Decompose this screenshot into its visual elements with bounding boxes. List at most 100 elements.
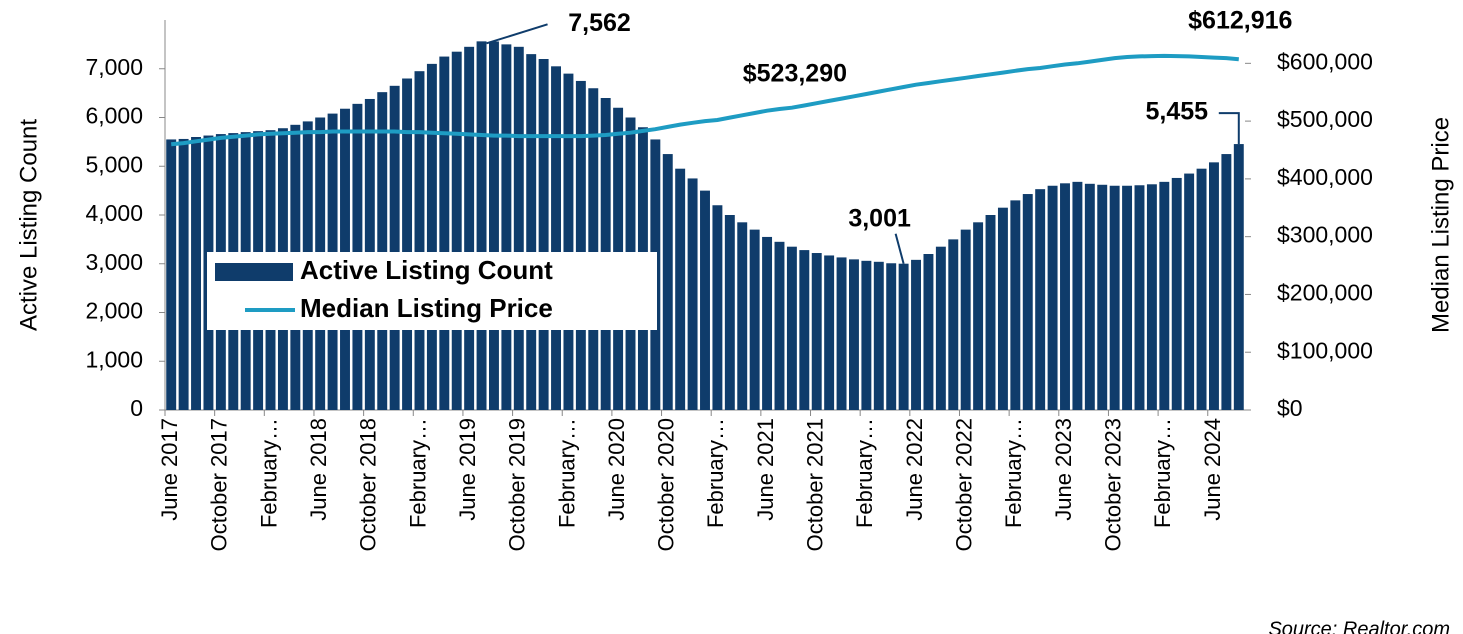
- bar: [1196, 168, 1207, 410]
- bar: [886, 263, 897, 410]
- bar: [749, 229, 760, 410]
- y2-tick-label: $300,000: [1277, 222, 1373, 248]
- legend-label: Active Listing Count: [300, 255, 553, 285]
- x-tick-label: June 2019: [455, 418, 480, 521]
- bar: [501, 44, 512, 410]
- label-leader: [894, 233, 905, 264]
- bar: [166, 139, 177, 410]
- bar: [191, 137, 201, 410]
- bar: [712, 205, 723, 410]
- y2-tick-label: $0: [1277, 395, 1303, 421]
- data-label: 5,455: [1146, 98, 1209, 126]
- bar: [923, 254, 934, 410]
- bar: [377, 92, 388, 411]
- y2-tick-label: $100,000: [1277, 337, 1373, 363]
- bar: [575, 80, 586, 410]
- label-leader: [486, 23, 548, 45]
- bar: [489, 41, 499, 410]
- bar: [1084, 183, 1095, 410]
- y-tick-label: 2,000: [85, 298, 143, 324]
- bar: [1233, 144, 1244, 410]
- y2-tick-label: $400,000: [1277, 164, 1373, 190]
- bar: [389, 85, 400, 410]
- bar: [948, 239, 959, 410]
- bar: [414, 71, 425, 410]
- x-tick-label: February…: [554, 418, 579, 528]
- bar: [737, 222, 748, 410]
- bar: [1159, 181, 1170, 410]
- x-tick-label: October 2023: [1100, 418, 1125, 551]
- y2-tick-label: $200,000: [1277, 280, 1373, 306]
- x-tick-label: June 2018: [306, 418, 331, 521]
- label-leader: [1218, 112, 1240, 145]
- bar: [724, 215, 735, 410]
- y2-axis-title: Median Listing Price: [1427, 117, 1454, 333]
- bar: [861, 260, 872, 410]
- bar: [985, 215, 996, 410]
- y2-tick-label: $500,000: [1277, 106, 1373, 132]
- x-tick-label: June 2022: [902, 418, 927, 521]
- bar: [538, 59, 549, 410]
- bar: [824, 255, 835, 410]
- data-label: $612,916: [1188, 6, 1292, 34]
- bar: [1109, 185, 1120, 410]
- bar: [762, 236, 773, 410]
- bar: [1146, 184, 1157, 410]
- bar: [774, 241, 785, 410]
- bar: [1047, 185, 1058, 410]
- x-tick-label: February…: [256, 418, 281, 528]
- bar: [911, 259, 921, 410]
- bar: [849, 259, 859, 410]
- x-tick-label: February…: [405, 418, 430, 528]
- bar: [1134, 185, 1145, 410]
- x-tick-label: October 2021: [803, 418, 828, 551]
- y-tick-label: 4,000: [85, 200, 143, 226]
- bar: [898, 263, 909, 410]
- bar: [687, 178, 698, 410]
- y2-tick-label: $600,000: [1277, 48, 1373, 74]
- bar: [451, 51, 462, 410]
- bar: [588, 88, 599, 410]
- bar: [662, 154, 673, 410]
- bar: [811, 253, 822, 410]
- y-axis-title: Active Listing Count: [15, 119, 42, 331]
- bar: [786, 246, 797, 410]
- bar: [799, 250, 810, 410]
- data-label: 7,562: [568, 9, 631, 37]
- bar: [1221, 154, 1232, 410]
- x-tick-label: February…: [1001, 418, 1026, 528]
- bar: [836, 257, 847, 410]
- y-tick-label: 6,000: [85, 103, 143, 129]
- bar: [1184, 173, 1195, 410]
- source-note: Source: Realtor.com: [1268, 618, 1450, 634]
- x-tick-label: February…: [1150, 418, 1175, 528]
- bar: [1010, 200, 1021, 410]
- bar: [997, 207, 1008, 410]
- x-tick-label: June 2021: [753, 418, 778, 521]
- bar: [526, 54, 537, 410]
- bar: [551, 66, 561, 410]
- y-tick-label: 5,000: [85, 151, 143, 177]
- x-tick-label: October 2017: [207, 418, 232, 551]
- bar: [1072, 181, 1083, 410]
- x-tick-label: February…: [852, 418, 877, 528]
- bar: [873, 261, 884, 410]
- x-tick-label: October 2022: [952, 418, 977, 551]
- bar: [426, 63, 437, 410]
- bar: [675, 168, 686, 410]
- y-tick-label: 3,000: [85, 249, 143, 275]
- bar: [439, 56, 450, 410]
- data-label: $523,290: [743, 59, 847, 87]
- bar: [935, 246, 946, 410]
- bar: [700, 190, 710, 410]
- bar: [1035, 189, 1046, 410]
- bar: [960, 229, 971, 410]
- line: [171, 53, 1239, 147]
- bar: [513, 46, 524, 410]
- bar: [476, 41, 487, 410]
- y-tick-label: 1,000: [85, 346, 143, 372]
- y-tick-label: 7,000: [85, 54, 143, 80]
- bar: [464, 46, 475, 410]
- bar: [1122, 185, 1133, 410]
- x-tick-label: June 2017: [157, 418, 182, 521]
